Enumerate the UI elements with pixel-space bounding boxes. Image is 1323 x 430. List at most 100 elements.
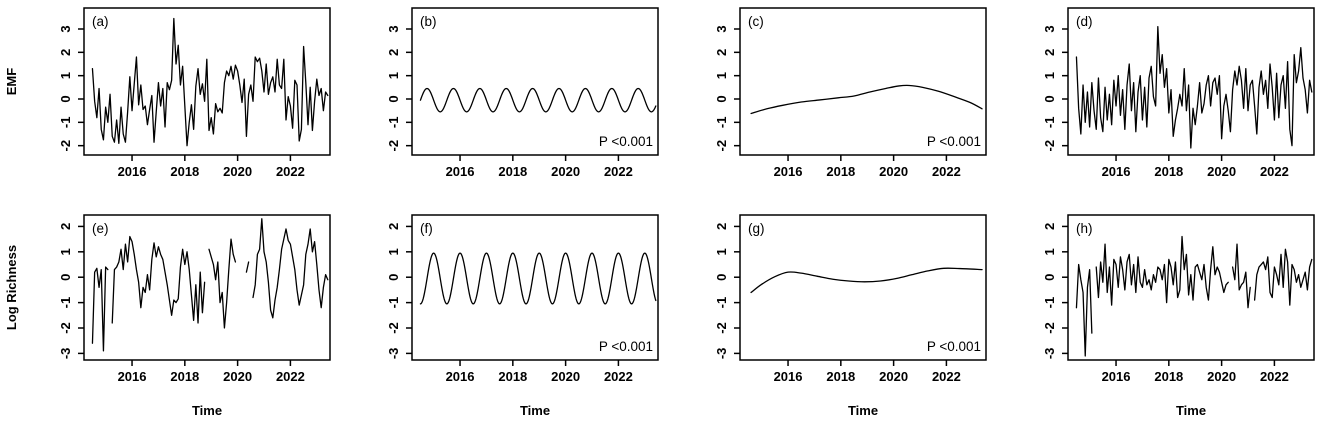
y-tick-label: 3 [714,25,729,32]
y-tick-label: 3 [386,25,401,32]
x-tick-label: 2016 [774,369,803,384]
panel-e-plot: 2016 2018 2020 2022 -3 -2 -1 0 1 2 Log Richness Tim… [4,214,331,418]
y-tick-label: -2 [1042,322,1057,334]
y-tick-label: 0 [58,95,73,102]
x-axis-title: Time [848,403,878,418]
plot-box [739,214,987,361]
x-tick-label: 2018 [498,164,527,179]
panel-b-plot: 2016 2018 2020 2022 -2 -1 0 1 2 3 (b) P <0.001 [386,7,659,179]
panel-letter: (d) [1076,14,1093,29]
x-tick-label: 2020 [551,369,580,384]
panel-letter: (f) [420,221,433,236]
panel-letter: (b) [420,14,437,29]
x-tick-label: 2020 [551,164,580,179]
x-tick-label: 2016 [1102,369,1131,384]
y-tick-label: 1 [1042,72,1057,79]
y-tick-label: 2 [714,223,729,230]
plot-box [1067,214,1315,361]
panel-c-plot: 2016 2018 2020 2022 -2 -1 0 1 2 3 (c) P <0.001 [714,7,987,179]
y-tick-label: 2 [386,223,401,230]
series-line-h [1075,235,1313,357]
series-line-e [91,218,329,352]
panel-a-plot: 2016 2018 2020 2022 -2 -1 0 1 2 3 EMF (a) [4,7,331,179]
y-tick-label: 0 [1042,274,1057,281]
x-tick-label: 2018 [498,369,527,384]
x-tick-label: 2020 [1207,164,1236,179]
y-tick-label: 0 [714,95,729,102]
y-tick-label: 2 [58,49,73,56]
y-tick-label: -1 [386,297,401,309]
series-line-g [750,267,983,294]
panel-letter: (c) [748,14,764,29]
y-tick-label: -2 [58,140,73,152]
panel-d-plot: 2016 2018 2020 2022 -2 -1 0 1 2 3 (d) [1042,7,1315,179]
x-tick-label: 2022 [276,164,305,179]
x-tick-label: 2018 [170,164,199,179]
y-tick-label: 1 [386,72,401,79]
y-tick-label: 1 [714,248,729,255]
y-tick-label: -1 [714,297,729,309]
y-tick-label: -1 [58,117,73,129]
p-value-label: P <0.001 [927,134,981,149]
y-tick-label: -2 [386,140,401,152]
plot-box [411,7,659,156]
y-axis-title: EMF [4,68,19,96]
panel-d: 2016 2018 2020 2022 -2 -1 0 1 2 3 (d) [995,0,1323,200]
y-tick-label: -3 [1042,348,1057,360]
x-tick-label: 2016 [1102,164,1131,179]
y-tick-label: -1 [1042,297,1057,309]
p-value-label: P <0.001 [599,134,653,149]
y-tick-label: 2 [714,49,729,56]
y-tick-label: 0 [386,274,401,281]
y-tick-label: -2 [714,140,729,152]
y-tick-label: 1 [58,72,73,79]
x-axis-title: Time [1176,403,1206,418]
panel-c: 2016 2018 2020 2022 -2 -1 0 1 2 3 (c) P <0.001 [667,0,995,200]
plot-box [83,7,331,156]
y-tick-label: 0 [386,95,401,102]
y-tick-label: -2 [714,322,729,334]
y-tick-label: -2 [1042,140,1057,152]
x-tick-label: 2018 [826,369,855,384]
plot-box [411,214,659,361]
y-tick-label: -3 [714,348,729,360]
x-tick-label: 2016 [118,369,147,384]
x-tick-label: 2018 [170,369,199,384]
panel-f-plot: 2016 2018 2020 2022 -3 -2 -1 0 1 2 Time (f) P <0.001 [386,214,659,418]
y-tick-label: 2 [386,49,401,56]
y-tick-label: 0 [714,274,729,281]
y-tick-label: 2 [1042,49,1057,56]
x-tick-label: 2018 [1154,164,1183,179]
plot-box [83,214,331,361]
panel-g-plot: 2016 2018 2020 2022 -3 -2 -1 0 1 2 Time (g) P <0.001 [714,214,987,418]
x-axis-title: Time [520,403,550,418]
x-tick-label: 2018 [826,164,855,179]
y-tick-label: 1 [58,248,73,255]
panel-e: 2016 2018 2020 2022 -3 -2 -1 0 1 2 Log Richness Tim… [0,200,339,430]
y-tick-label: -3 [386,348,401,360]
series-line-f [419,252,657,305]
x-tick-label: 2022 [1260,164,1289,179]
panel-letter: (e) [92,221,109,236]
y-tick-label: 3 [58,25,73,32]
panel-b: 2016 2018 2020 2022 -2 -1 0 1 2 3 (b) P <0.001 [339,0,667,200]
x-tick-label: 2020 [223,369,252,384]
x-tick-label: 2022 [604,164,633,179]
y-tick-label: 1 [714,72,729,79]
y-tick-label: 0 [58,274,73,281]
panel-h: 2016 2018 2020 2022 -3 -2 -1 0 1 2 Time (h) [995,200,1323,430]
y-tick-label: -2 [386,322,401,334]
y-axis-title: Log Richness [4,245,19,330]
x-tick-label: 2016 [446,369,475,384]
panel-letter: (h) [1076,221,1093,236]
x-tick-label: 2022 [276,369,305,384]
y-tick-label: 1 [1042,248,1057,255]
y-tick-label: -1 [58,297,73,309]
y-tick-label: 2 [1042,223,1057,230]
x-tick-label: 2022 [932,164,961,179]
x-tick-label: 2018 [1154,369,1183,384]
panel-f: 2016 2018 2020 2022 -3 -2 -1 0 1 2 Time (f) P <0.001 [339,200,667,430]
x-tick-label: 2020 [1207,369,1236,384]
panel-letter: (a) [92,14,109,29]
x-tick-label: 2022 [932,369,961,384]
